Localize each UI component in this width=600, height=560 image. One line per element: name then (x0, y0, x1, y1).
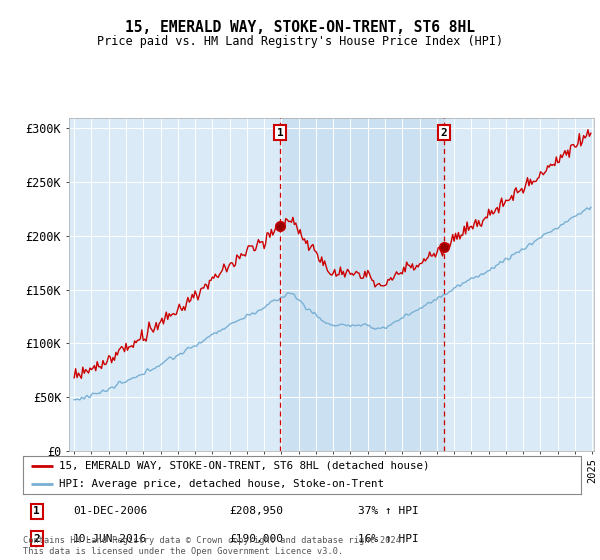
Bar (280, 118, 444, 451)
Text: 37% ↑ HPI: 37% ↑ HPI (358, 506, 418, 516)
Text: Contains HM Land Registry data © Crown copyright and database right 2024.
This d: Contains HM Land Registry data © Crown c… (23, 536, 406, 556)
Text: 2: 2 (440, 128, 448, 138)
Text: HPI: Average price, detached house, Stoke-on-Trent: HPI: Average price, detached house, Stok… (59, 479, 384, 489)
Text: £190,000: £190,000 (229, 534, 283, 544)
Text: 1: 1 (277, 128, 283, 138)
Text: 15, EMERALD WAY, STOKE-ON-TRENT, ST6 8HL (detached house): 15, EMERALD WAY, STOKE-ON-TRENT, ST6 8HL… (59, 461, 430, 471)
Text: 10-JUN-2016: 10-JUN-2016 (73, 534, 147, 544)
Text: 16% ↑ HPI: 16% ↑ HPI (358, 534, 418, 544)
Text: Price paid vs. HM Land Registry's House Price Index (HPI): Price paid vs. HM Land Registry's House … (97, 35, 503, 48)
Text: 15, EMERALD WAY, STOKE-ON-TRENT, ST6 8HL: 15, EMERALD WAY, STOKE-ON-TRENT, ST6 8HL (125, 20, 475, 35)
Text: 2: 2 (34, 534, 40, 544)
Text: 1: 1 (34, 506, 40, 516)
Text: 01-DEC-2006: 01-DEC-2006 (73, 506, 147, 516)
Text: £208,950: £208,950 (229, 506, 283, 516)
